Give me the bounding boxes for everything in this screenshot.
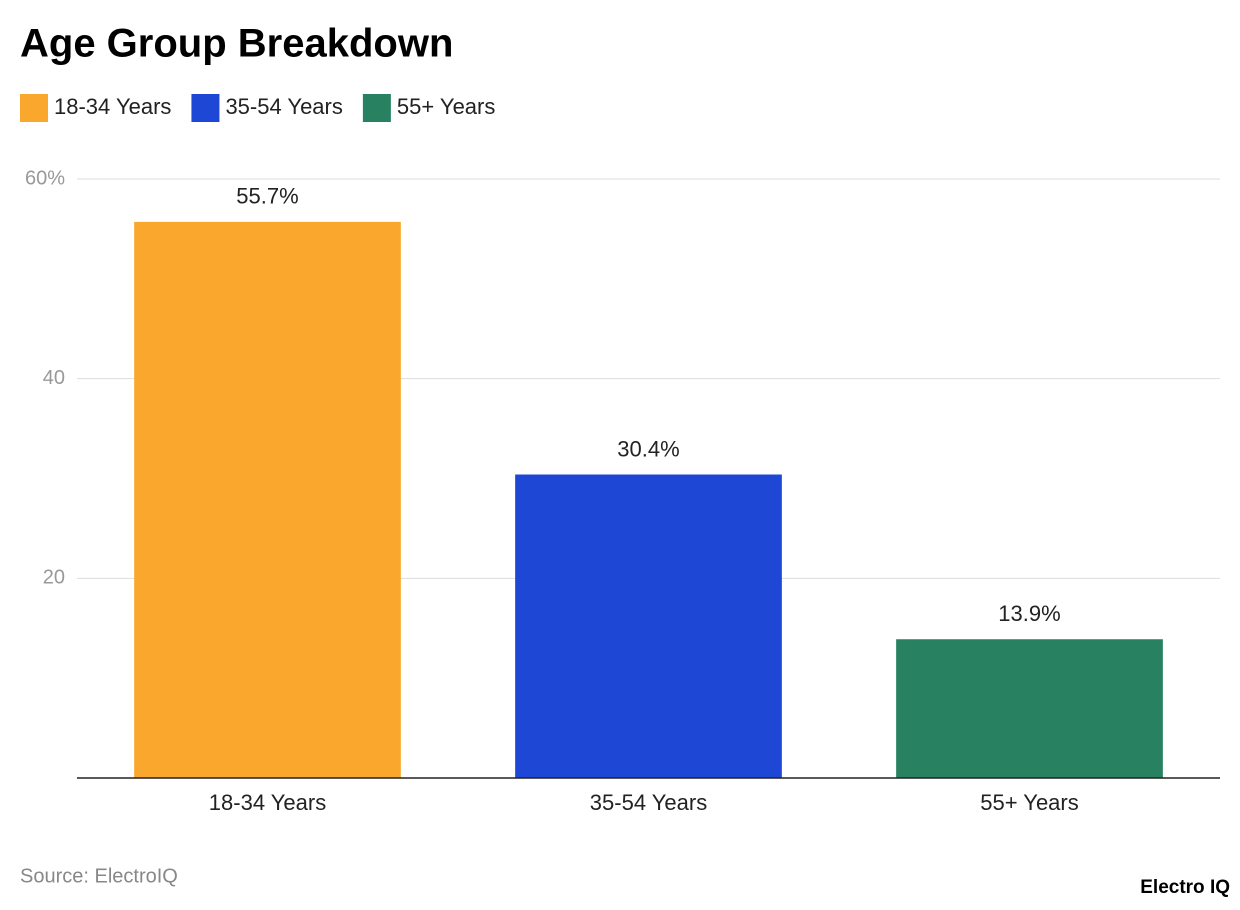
- legend-label: 55+ Years: [397, 94, 495, 119]
- value-label: 30.4%: [617, 436, 679, 461]
- y-tick-label: 60%: [25, 167, 65, 189]
- bar: [896, 639, 1163, 778]
- value-label: 13.9%: [998, 601, 1060, 626]
- x-tick-label: 55+ Years: [980, 790, 1078, 815]
- legend-swatch: [20, 94, 48, 122]
- bar: [134, 221, 401, 778]
- legend-label: 18-34 Years: [54, 94, 171, 119]
- y-tick-label: 20: [43, 567, 65, 589]
- bar: [515, 474, 782, 778]
- source: Source: ElectroIQ: [20, 865, 178, 887]
- brand: Electro IQ: [1140, 877, 1230, 898]
- legend-swatch: [362, 94, 391, 122]
- legend-swatch: [191, 94, 220, 122]
- value-label: 55.7%: [236, 184, 298, 209]
- y-tick-label: 40: [43, 367, 65, 389]
- x-tick-label: 35-54 Years: [590, 790, 707, 815]
- legend-label: 35-54 Years: [225, 94, 342, 119]
- chart-title: Age Group Breakdown: [20, 22, 453, 66]
- x-tick-label: 18-34 Years: [209, 790, 326, 815]
